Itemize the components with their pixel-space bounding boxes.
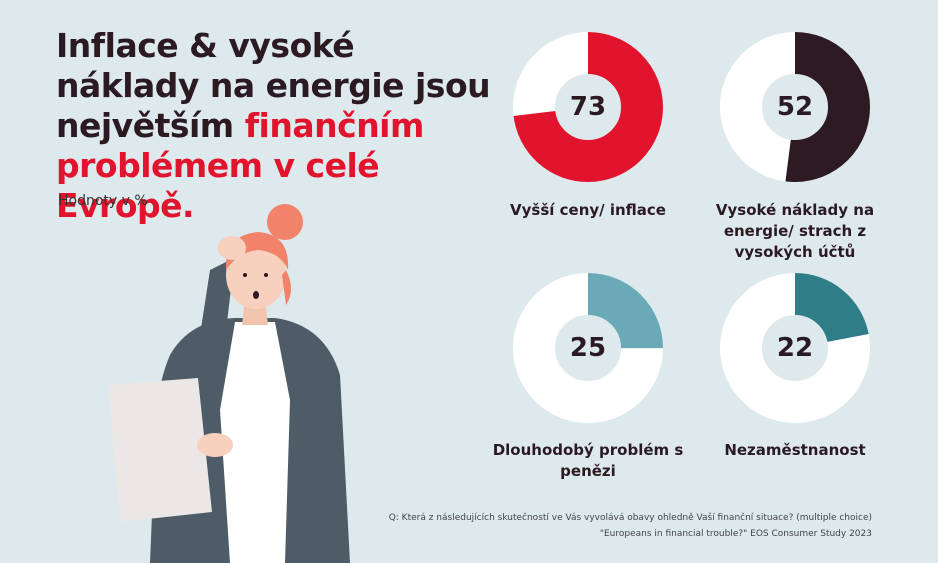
donut-2-label: Dlouhodobý problém s penězi [492,441,684,480]
donut-1-svg [720,32,870,182]
donut-3-svg [720,273,870,423]
donut-0: 73 [513,32,663,182]
donut-1-arc [720,32,870,182]
title-part-3: celé Evropě. [56,146,380,225]
donut-2-arc [513,273,663,423]
donut-3-value: 22 [776,333,814,363]
donut-2: 25 [513,273,663,423]
title-part-2: finančním problémem v [56,106,424,185]
title-part-1: Inflace & vysoké náklady na energie jsou… [56,26,491,145]
donut-3-arc [720,273,870,423]
donut-3-label: Nezaměstnanost [724,441,866,459]
donut-1: 52 [720,32,870,182]
donut-0-label: Vyšší ceny/ inflace [510,201,666,219]
page-title: Inflace & vysoké náklady na energie jsou… [56,26,506,226]
subtitle: Hodnoty v % [58,193,148,209]
woman-illustration [108,204,350,563]
donut-0-svg [513,32,663,182]
donut-2-svg [513,273,663,423]
footnote-question: Q: Která z následujících skutečností ve … [388,513,872,523]
donut-1-label: Vysoké náklady na energie/ strach z vyso… [715,201,875,261]
donut-0-arc [513,32,663,182]
donut-1-value: 52 [776,92,814,122]
donut-3: 22 [720,273,870,423]
footnote-source: "Europeans in financial trouble?" EOS Co… [599,529,872,539]
donut-2-value: 25 [569,333,607,363]
donut-0-value: 73 [569,92,607,122]
